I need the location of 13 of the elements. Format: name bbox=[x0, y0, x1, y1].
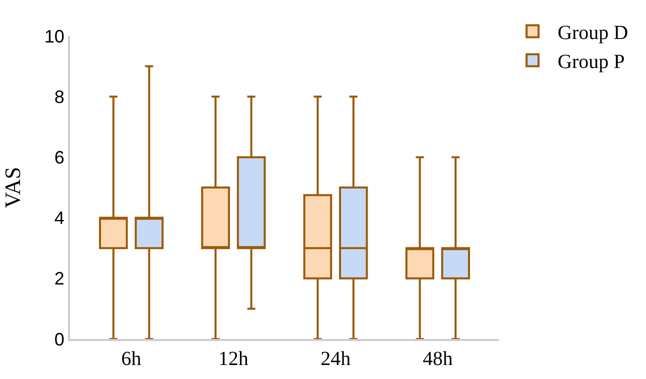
legend-label: Group P bbox=[558, 51, 625, 74]
y-axis-title: VAS bbox=[0, 166, 25, 208]
x-tick-label: 6h bbox=[121, 348, 142, 370]
x-tick-label: 48h bbox=[422, 348, 453, 370]
y-tick-label: 2 bbox=[54, 268, 64, 289]
y-tick-label: 6 bbox=[54, 148, 64, 168]
y-tick-label: 0 bbox=[54, 329, 64, 350]
y-tick-label: 10 bbox=[44, 26, 64, 46]
x-tick-label: 24h bbox=[320, 348, 351, 370]
x-tick-label: 12h bbox=[218, 348, 248, 370]
legend-label: Group D bbox=[558, 22, 628, 44]
y-tick-label: 4 bbox=[54, 208, 64, 228]
y-tick-label: 8 bbox=[54, 86, 64, 107]
